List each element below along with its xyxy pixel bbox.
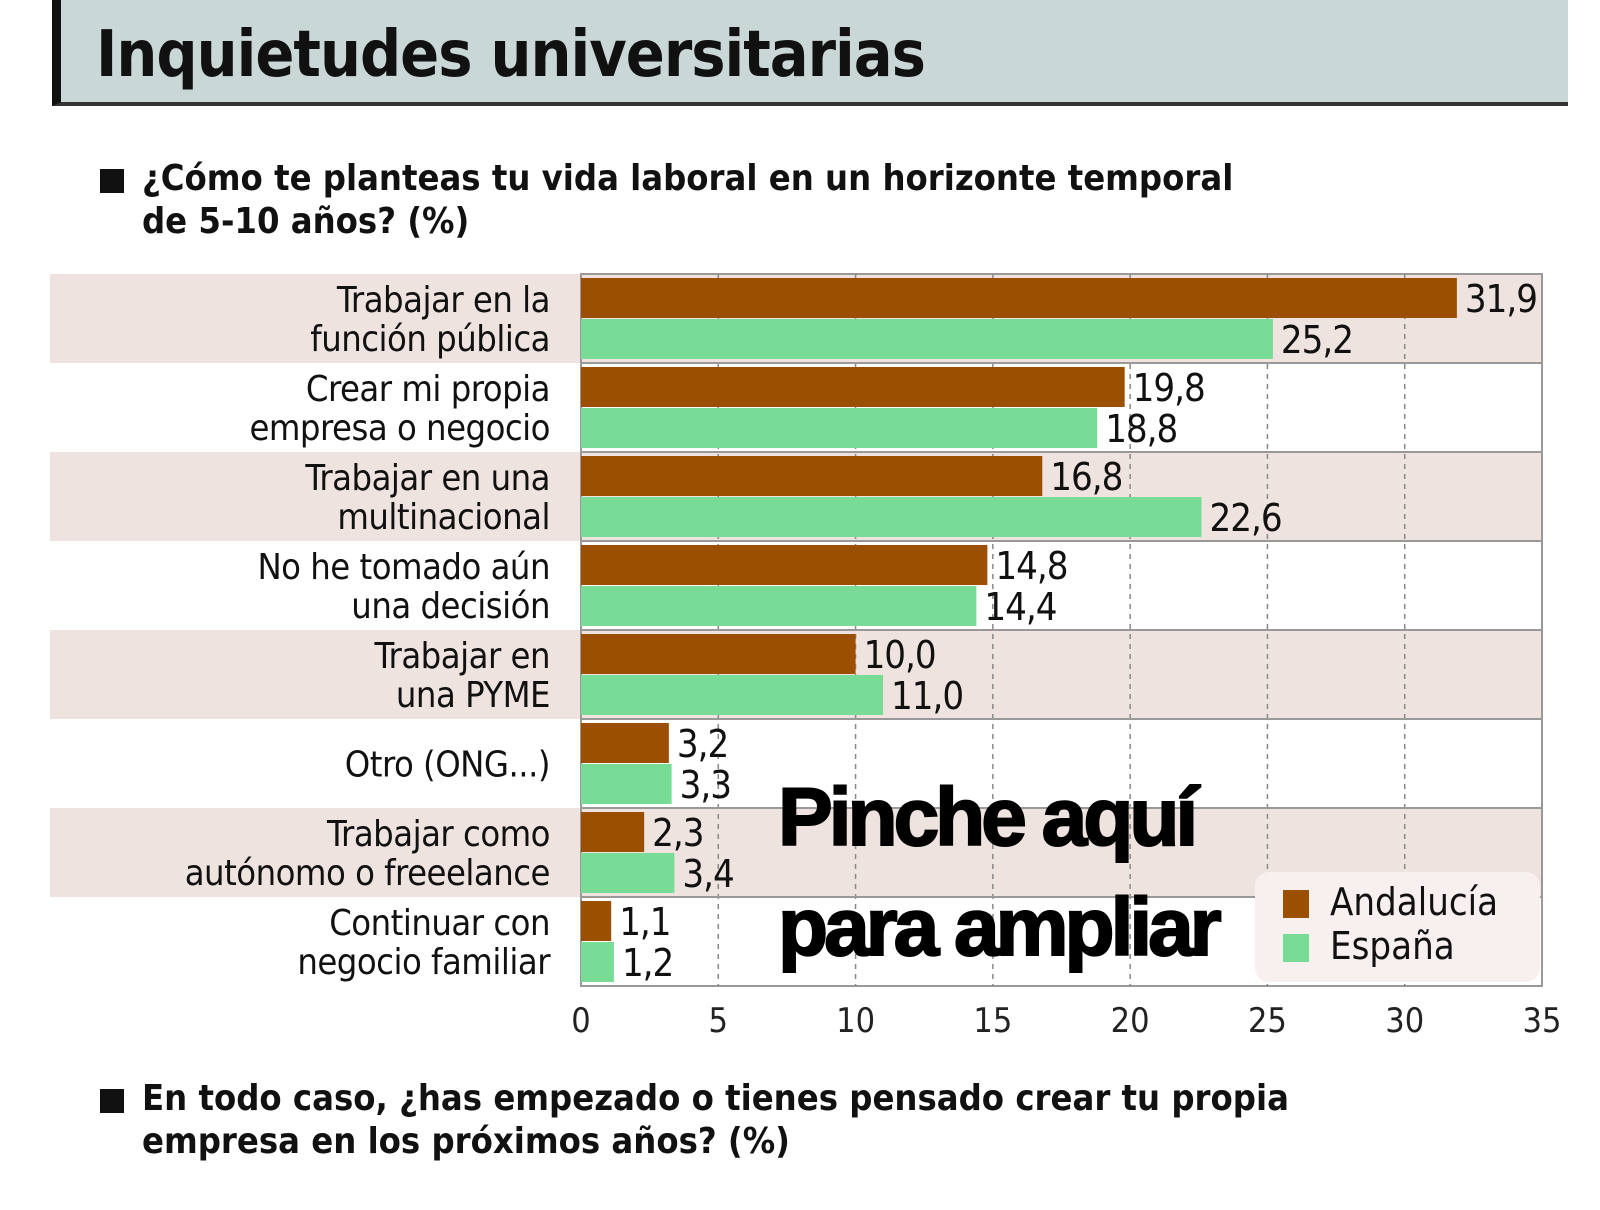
data-label: 18,8 [1105,407,1177,451]
category-label: una decisión [351,586,550,627]
data-label: 3,4 [682,852,733,896]
data-label: 3,2 [677,722,728,766]
andalucia-bar [581,278,1457,318]
x-tick-label: 5 [709,1001,728,1041]
question-1: ¿Cómo te planteas tu vida laboral en un … [100,157,1233,243]
data-label: 2,3 [652,811,703,855]
andalucia-bar [581,367,1125,407]
espana-bar [581,675,884,715]
data-label: 14,8 [995,544,1067,588]
x-tick-label: 10 [836,1001,875,1041]
data-label: 3,3 [680,763,731,807]
question-2-line-2: empresa en los próximos años? (%) [142,1121,790,1162]
data-label: 10,0 [864,633,936,677]
andalucia-bar [581,812,645,852]
category-label: multinacional [337,497,550,538]
data-label: 1,1 [619,900,670,944]
data-label: 11,0 [891,674,963,718]
x-tick-label: 20 [1111,1001,1150,1041]
x-tick-label: 25 [1248,1001,1287,1041]
category-label: función pública [310,319,550,360]
category-label: una PYME [396,675,550,716]
x-tick-label: 30 [1385,1001,1424,1041]
question-1-line-1: ¿Cómo te planteas tu vida laboral en un … [142,158,1234,199]
data-label: 31,9 [1465,277,1537,321]
data-label: 25,2 [1281,318,1353,362]
data-label: 1,2 [622,941,673,985]
andalucia-bar [581,545,988,585]
category-label: Trabajar en la [336,280,550,321]
category-label: Continuar con [329,903,550,944]
category-label: Trabajar en [374,636,550,677]
espana-bar [581,586,977,626]
x-tick-label: 15 [973,1001,1012,1041]
category-label: autónomo o freeelance [185,853,550,894]
category-label: Trabajar como [326,814,550,855]
category-label: Otro (ONG...) [345,745,550,786]
legend-label: España [1330,924,1455,968]
question-2-line-1: En todo caso, ¿has empezado o tienes pen… [142,1078,1289,1119]
category-label: negocio familiar [297,942,551,983]
data-label: 14,4 [984,585,1056,629]
espana-bar [581,319,1273,359]
data-label: 22,6 [1210,496,1282,540]
data-label: 16,8 [1050,455,1122,499]
espana-bar [581,853,675,893]
legend-box [1255,872,1540,982]
bullet-square-icon [100,1089,124,1113]
andalucia-bar [581,634,856,674]
zoom-link-text: Pinche aquí [778,772,1200,863]
question-1-line-2: de 5-10 años? (%) [142,201,470,242]
category-label: Trabajar en una [304,458,550,499]
data-label: 19,8 [1133,366,1205,410]
zoom-link-text: para ampliar [778,882,1221,973]
title-bar [52,0,1568,106]
legend-swatch-icon [1283,890,1309,918]
espana-bar [581,764,672,804]
chart-title: Inquietudes universitarias [96,18,926,92]
question-2: En todo caso, ¿has empezado o tienes pen… [100,1077,1289,1163]
andalucia-bar [581,456,1043,496]
bullet-square-icon [100,169,124,193]
legend-label: Andalucía [1330,880,1498,924]
legend-swatch-icon [1283,934,1309,962]
x-tick-label: 0 [571,1001,590,1041]
andalucia-bar [581,901,612,941]
espana-bar [581,497,1202,537]
espana-bar [581,942,614,982]
category-label: No he tomado aún [257,547,550,588]
andalucia-bar [581,723,669,763]
category-label: empresa o negocio [249,408,550,449]
espana-bar [581,408,1098,448]
x-tick-label: 35 [1523,1001,1562,1041]
category-label: Crear mi propia [306,369,550,410]
